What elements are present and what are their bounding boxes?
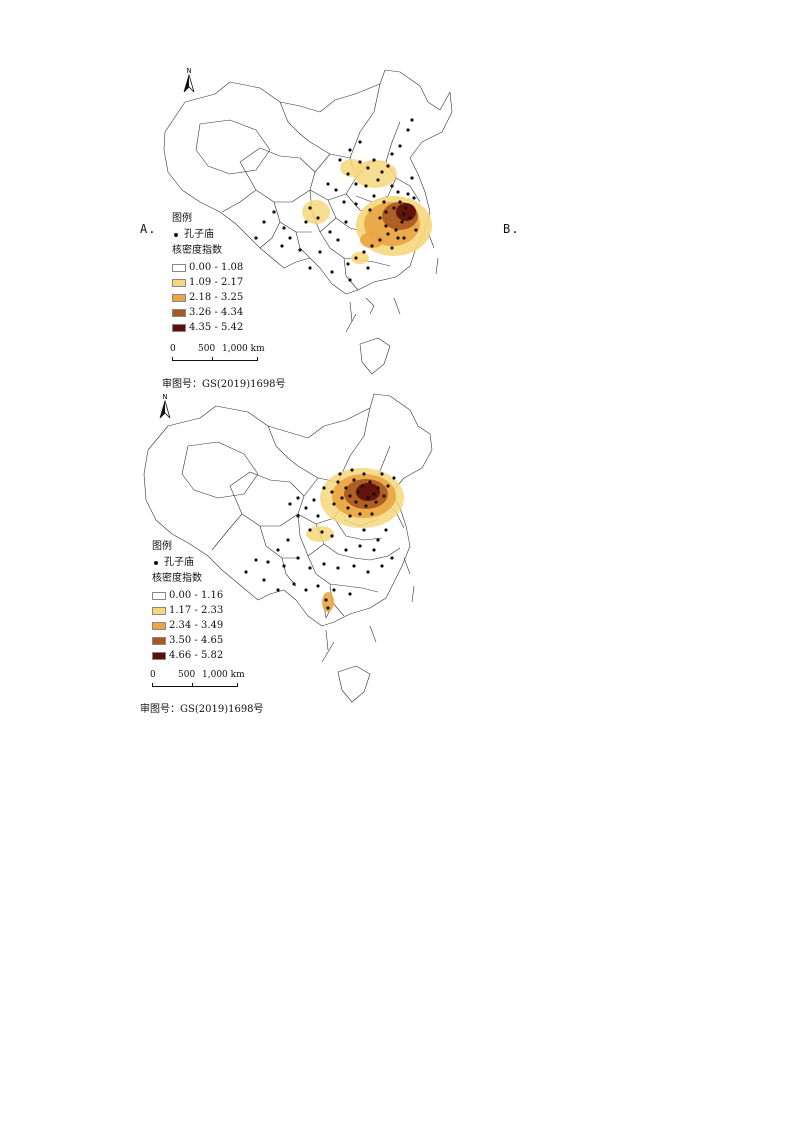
map-a-temple-points: [254, 118, 418, 282]
temple-point-icon: [174, 233, 178, 237]
scale-label-1000: 1,000 km: [222, 344, 265, 354]
map-b-density-zones: [306, 468, 404, 612]
legend-swatch: [172, 324, 186, 332]
legend-class-row: 1.09 - 2.17: [172, 278, 243, 288]
map-b-boundaries: [143, 393, 433, 703]
legend-class-label: 0.00 - 1.16: [169, 590, 224, 601]
map-b: N 图例 孔子庙 核密度指数 0.00 - 1.16 1.17 - 2.33 2…: [138, 390, 438, 720]
legend-class-row: 3.50 - 4.65: [152, 636, 223, 646]
legend-class-label: 1.09 - 2.17: [189, 277, 244, 288]
scale-label-0: 0: [150, 670, 156, 680]
legend-class-label: 2.18 - 3.25: [189, 292, 244, 303]
map-b-canvas: [143, 393, 433, 703]
scale-label-0: 0: [170, 344, 176, 354]
legend-swatch: [152, 622, 166, 630]
legend-class-row: 1.17 - 2.33: [152, 606, 223, 616]
legend-title: 图例: [152, 541, 172, 552]
legend-swatch: [172, 264, 186, 272]
legend-swatch: [152, 652, 166, 660]
north-arrow-letter: N: [162, 393, 167, 401]
map-a-scale-bar: 0 500 1,000 km: [168, 344, 278, 364]
map-a-boundaries: [163, 69, 453, 375]
legend-class-row: 4.66 - 5.82: [152, 651, 223, 661]
scale-label-1000: 1,000 km: [202, 670, 245, 680]
temple-point-icon: [154, 561, 158, 565]
map-b-legend: 图例 孔子庙 核密度指数 0.00 - 1.16 1.17 - 2.33 2.3…: [150, 542, 270, 670]
map-b-approval-number: 审图号：GS(2019)1698号: [140, 704, 264, 715]
legend-class-row: 0.00 - 1.16: [152, 591, 223, 601]
legend-density-title: 核密度指数: [172, 245, 222, 256]
legend-swatch: [152, 637, 166, 645]
legend-class-label: 3.50 - 4.65: [169, 635, 224, 646]
map-b-temple-points: [244, 468, 396, 610]
legend-class-label: 2.34 - 3.49: [169, 620, 224, 631]
map-a-approval-number: 审图号：GS(2019)1698号: [162, 379, 286, 390]
legend-class-row: 3.26 - 4.34: [172, 308, 243, 318]
legend-swatch: [172, 309, 186, 317]
legend-class-label: 4.35 - 5.42: [189, 322, 244, 333]
legend-point-item: 孔子庙: [154, 558, 194, 568]
legend-class-label: 1.17 - 2.33: [169, 605, 224, 616]
option-b-label: B.: [503, 222, 520, 236]
map-a: N 图例 孔子庙 核密度指数 0.00 - 1.08 1.09 - 2.17 2…: [160, 62, 460, 392]
legend-class-row: 4.35 - 5.42: [172, 323, 243, 333]
north-arrow-letter: N: [186, 67, 191, 75]
legend-point-label: 孔子庙: [164, 557, 194, 568]
legend-class-label: 3.26 - 4.34: [189, 307, 244, 318]
map-b-scale-bar: 0 500 1,000 km: [148, 670, 258, 690]
legend-class-label: 0.00 - 1.08: [189, 262, 244, 273]
legend-swatch: [172, 294, 186, 302]
map-a-legend: 图例 孔子庙 核密度指数 0.00 - 1.08 1.09 - 2.17 2.1…: [170, 214, 290, 342]
legend-swatch: [172, 279, 186, 287]
option-a-label: A.: [140, 222, 157, 236]
north-arrow-icon: N: [158, 392, 172, 424]
map-a-canvas: [163, 69, 453, 375]
scale-label-500: 500: [198, 344, 216, 354]
legend-swatch: [152, 592, 166, 600]
legend-class-row: 2.18 - 3.25: [172, 293, 243, 303]
legend-swatch: [152, 607, 166, 615]
legend-point-label: 孔子庙: [184, 229, 214, 240]
scale-line: [172, 357, 258, 361]
map-a-density-zones: [302, 159, 432, 264]
legend-title: 图例: [172, 213, 192, 224]
scale-line: [152, 683, 238, 687]
legend-class-row: 0.00 - 1.08: [172, 263, 243, 273]
legend-density-title: 核密度指数: [152, 573, 202, 584]
north-arrow-icon: N: [182, 66, 196, 98]
legend-class-label: 4.66 - 5.82: [169, 650, 224, 661]
scale-label-500: 500: [178, 670, 196, 680]
legend-class-row: 2.34 - 3.49: [152, 621, 223, 631]
legend-point-item: 孔子庙: [174, 230, 214, 240]
